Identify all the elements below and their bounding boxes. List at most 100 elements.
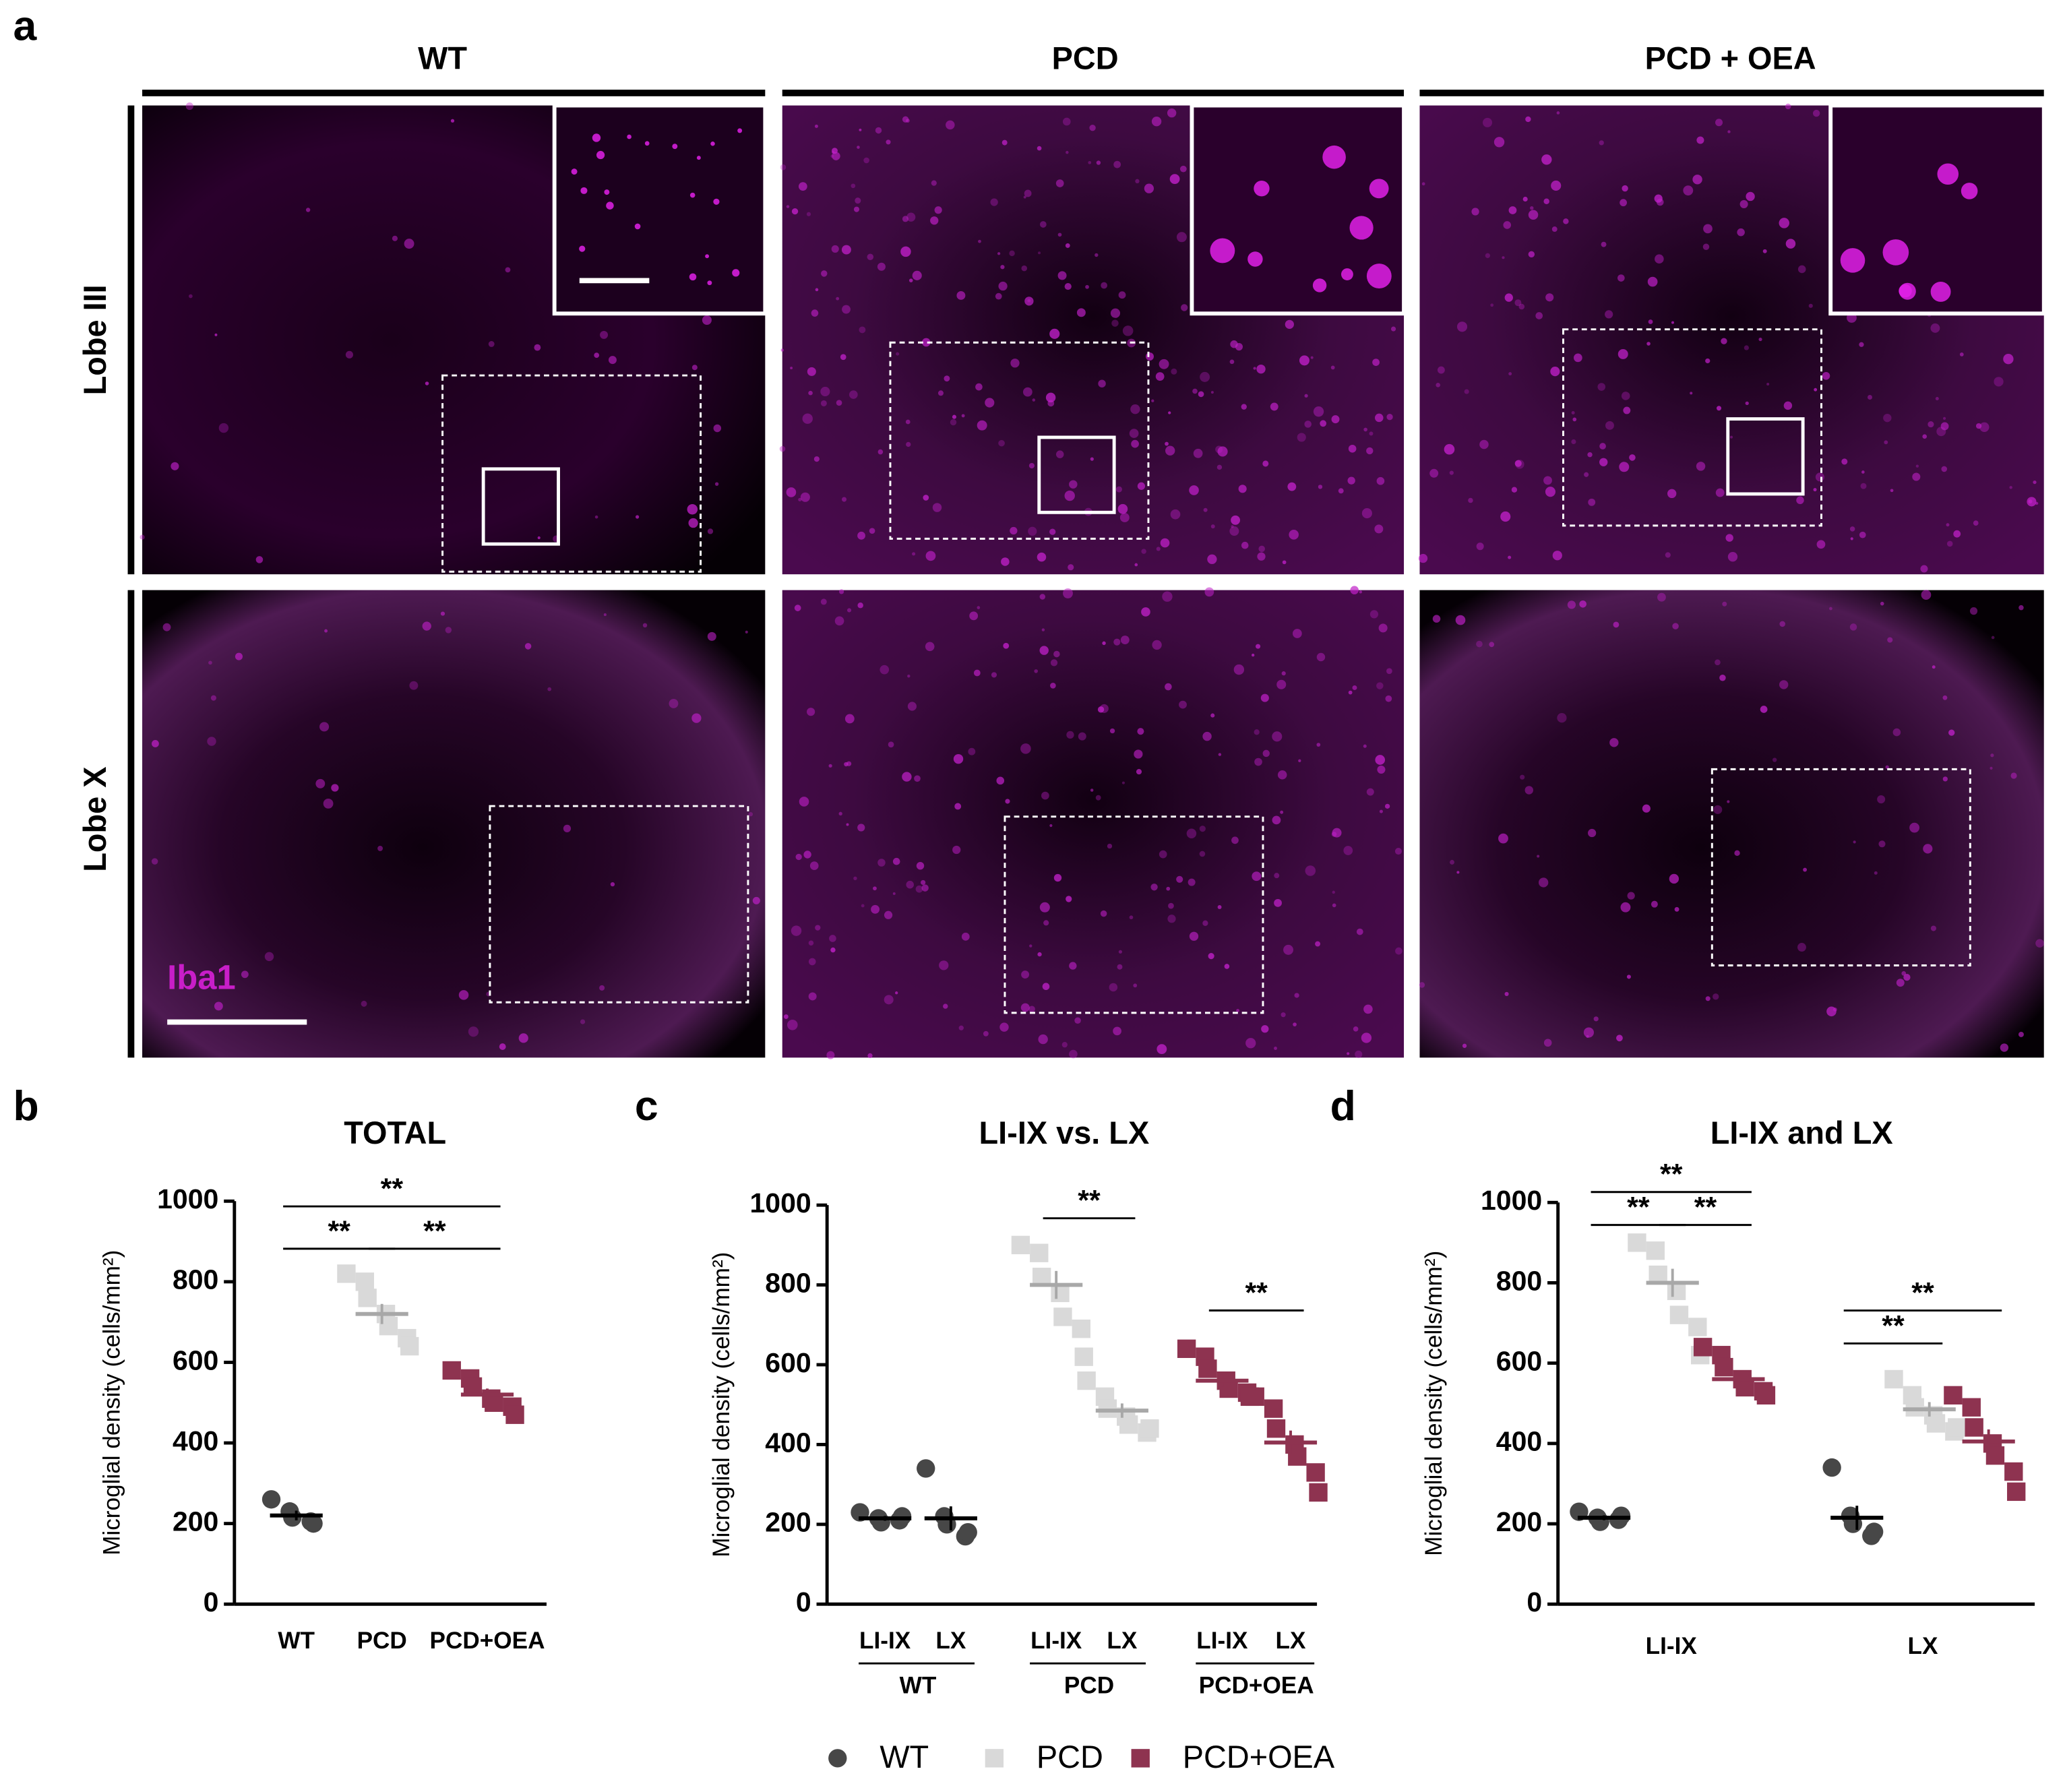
cell — [1352, 685, 1357, 690]
cell — [820, 386, 830, 397]
chart-title: TOTAL — [344, 1115, 446, 1150]
cell — [1133, 983, 1138, 988]
cell — [1901, 970, 1907, 976]
cell — [1476, 543, 1484, 551]
cell — [1050, 683, 1056, 689]
cell — [1045, 392, 1056, 403]
cell — [1189, 931, 1199, 941]
cell — [1152, 640, 1162, 650]
cell — [1556, 111, 1560, 115]
cell — [983, 1030, 989, 1037]
cell — [908, 278, 913, 282]
cell — [808, 992, 817, 1001]
cell — [944, 375, 950, 382]
cell — [1322, 145, 1346, 169]
cell — [1376, 476, 1385, 485]
data-point — [1591, 1512, 1609, 1531]
cell — [1937, 163, 1959, 185]
cell — [1715, 488, 1725, 497]
cell — [1363, 744, 1367, 748]
cell — [1359, 590, 1363, 594]
cell — [1421, 182, 1425, 186]
cell — [1039, 221, 1047, 228]
cell — [809, 861, 819, 870]
cell — [849, 390, 858, 399]
cell — [925, 642, 935, 652]
cell — [1281, 671, 1286, 676]
cell — [1372, 359, 1380, 367]
cell — [1039, 594, 1046, 600]
cell — [1471, 208, 1479, 216]
cell — [953, 753, 964, 764]
cell — [1979, 422, 1990, 433]
cell — [1622, 185, 1628, 192]
cell — [1623, 406, 1631, 414]
cell — [857, 146, 860, 149]
cell — [1348, 690, 1353, 695]
cell — [1456, 871, 1460, 874]
cell — [1049, 528, 1056, 535]
data-point — [1926, 1414, 1946, 1433]
cell — [603, 613, 607, 617]
cell — [1089, 124, 1096, 131]
cell — [1444, 443, 1455, 455]
cell — [857, 531, 865, 540]
cell — [1719, 675, 1726, 681]
cell — [1109, 728, 1115, 734]
cell — [907, 702, 917, 711]
data-point — [2007, 1482, 2026, 1502]
cell — [610, 882, 615, 887]
cell — [1429, 468, 1439, 478]
cell — [458, 990, 469, 1000]
cell — [1450, 859, 1455, 865]
cell — [1942, 695, 1948, 700]
cell — [1887, 637, 1893, 643]
cell — [1620, 902, 1631, 913]
cell — [1064, 282, 1072, 290]
cell — [863, 157, 869, 164]
cell — [189, 294, 193, 299]
cell — [1348, 444, 1357, 453]
cell — [748, 811, 753, 817]
column-title: PCD — [1052, 40, 1119, 75]
legend-marker — [828, 1749, 847, 1768]
cell — [1369, 610, 1379, 619]
cell — [1930, 323, 1940, 333]
cell — [1703, 224, 1713, 234]
row-title: Lobe III — [78, 284, 113, 395]
cell — [1725, 534, 1733, 542]
cell — [1245, 1038, 1256, 1049]
cell — [807, 708, 815, 716]
cell — [1369, 431, 1374, 436]
cell — [1779, 218, 1790, 228]
cell — [1366, 264, 1392, 288]
cell — [1557, 713, 1567, 723]
cell — [1349, 216, 1374, 240]
cell — [505, 267, 511, 273]
cell — [1394, 847, 1403, 855]
cell — [599, 985, 605, 991]
cell — [1860, 483, 1867, 489]
cell — [975, 383, 983, 391]
cell — [1588, 498, 1596, 506]
cell — [1520, 774, 1525, 780]
cell — [1713, 993, 1719, 1000]
cell — [1055, 450, 1064, 458]
cell — [644, 141, 650, 146]
cell — [1241, 541, 1249, 549]
cell — [1739, 199, 1748, 208]
cell — [1252, 871, 1262, 882]
cell — [1186, 828, 1197, 839]
cell — [1192, 388, 1198, 394]
cell — [1117, 964, 1123, 970]
cell — [422, 621, 431, 631]
cell — [1374, 524, 1384, 534]
cell — [1721, 338, 1727, 344]
data-point — [1628, 1233, 1646, 1252]
cell — [171, 462, 179, 470]
cell — [977, 606, 981, 609]
cell — [912, 270, 922, 280]
roi-box — [1562, 328, 1822, 527]
cell — [1063, 588, 1073, 598]
cell — [1159, 359, 1169, 369]
